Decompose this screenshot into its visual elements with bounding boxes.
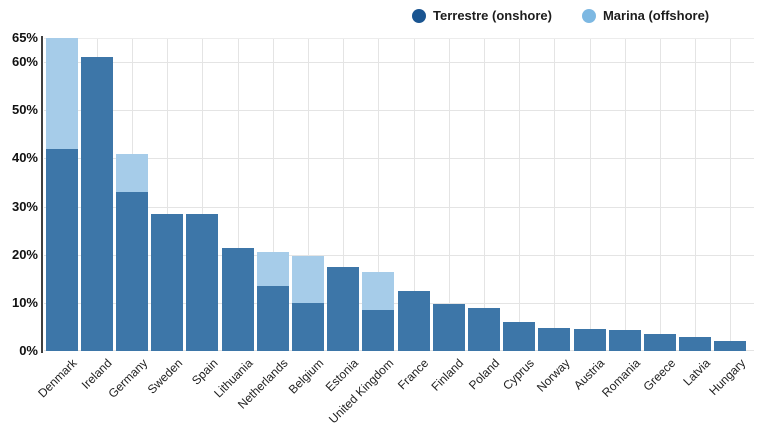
bar-norway[interactable] bbox=[538, 327, 571, 351]
gridline-vertical bbox=[272, 38, 274, 351]
gridline-vertical bbox=[660, 38, 661, 351]
bar-germany[interactable] bbox=[116, 153, 148, 351]
bar-finland[interactable] bbox=[432, 303, 465, 351]
bar-segment-offshore bbox=[45, 38, 78, 149]
bar-segment-onshore bbox=[186, 213, 219, 351]
bar-segment-onshore bbox=[679, 336, 712, 351]
gridline-vertical bbox=[624, 38, 626, 351]
gridline-vertical bbox=[519, 38, 521, 351]
bar-segment-onshore bbox=[397, 290, 430, 351]
bar-france[interactable] bbox=[397, 290, 430, 351]
bar-segment-onshore bbox=[151, 213, 184, 351]
bar-segment-onshore bbox=[80, 57, 113, 351]
bar-greece[interactable] bbox=[644, 334, 676, 351]
bar-segment-onshore bbox=[116, 192, 148, 351]
bar-segment-offshore bbox=[362, 271, 395, 311]
legend-label-onshore: Terrestre (onshore) bbox=[433, 8, 552, 23]
gridline-vertical bbox=[202, 38, 204, 351]
y-axis-tick-label: 60% bbox=[11, 54, 38, 70]
gridline-horizontal bbox=[44, 158, 754, 160]
bar-segment-onshore bbox=[608, 330, 641, 351]
bar-segment-onshore bbox=[327, 266, 360, 351]
bar-segment-onshore bbox=[503, 322, 536, 351]
bar-ireland[interactable] bbox=[80, 57, 113, 351]
y-axis-tick-label: 0% bbox=[19, 343, 38, 358]
bar-segment-onshore bbox=[45, 148, 78, 351]
gridline-vertical bbox=[413, 38, 415, 351]
bar-segment-onshore bbox=[468, 307, 500, 351]
gridline-horizontal bbox=[44, 254, 754, 256]
gridline-vertical bbox=[554, 38, 556, 351]
gridline-vertical bbox=[695, 38, 697, 351]
bar-romania[interactable] bbox=[608, 330, 641, 351]
bar-segment-onshore bbox=[644, 334, 676, 351]
y-axis-tick-label: 50% bbox=[11, 102, 38, 118]
bar-austria[interactable] bbox=[573, 329, 606, 351]
bar-belgium[interactable] bbox=[292, 256, 324, 351]
bar-sweden[interactable] bbox=[151, 213, 184, 351]
gridline-horizontal bbox=[44, 62, 754, 64]
bar-segment-onshore bbox=[256, 286, 289, 351]
y-axis-tick-label: 65% bbox=[11, 30, 38, 45]
bar-segment-onshore bbox=[221, 248, 254, 351]
bar-hungary[interactable] bbox=[714, 341, 747, 351]
bar-segment-onshore bbox=[714, 341, 747, 351]
gridline-horizontal bbox=[44, 110, 754, 112]
gridline-horizontal bbox=[44, 206, 754, 208]
y-axis-tick-label: 20% bbox=[11, 246, 38, 262]
legend-marker-onshore-icon bbox=[412, 8, 426, 23]
bar-denmark[interactable] bbox=[45, 38, 78, 351]
gridline-vertical bbox=[237, 38, 239, 351]
gridline-vertical bbox=[589, 38, 591, 351]
gridline-vertical bbox=[484, 38, 485, 351]
bar-segment-offshore bbox=[116, 153, 148, 193]
legend-item-offshore[interactable]: Marina (offshore) bbox=[581, 8, 710, 23]
bar-lithuania[interactable] bbox=[221, 248, 254, 351]
bar-segment-offshore bbox=[292, 256, 324, 303]
y-axis-tick-label: 30% bbox=[11, 198, 38, 214]
y-axis-line bbox=[41, 36, 43, 353]
legend-item-onshore[interactable]: Terrestre (onshore) bbox=[412, 8, 552, 23]
gridline-vertical bbox=[167, 38, 169, 351]
legend-marker-offshore-icon bbox=[581, 8, 596, 23]
bar-segment-onshore bbox=[573, 329, 606, 351]
bar-poland[interactable] bbox=[468, 307, 500, 351]
y-axis-tick-label: 10% bbox=[11, 294, 38, 310]
bar-segment-offshore bbox=[256, 252, 289, 286]
bar-segment-onshore bbox=[292, 302, 324, 351]
gridline-vertical bbox=[378, 38, 380, 351]
bar-segment-onshore bbox=[432, 303, 465, 351]
gridline-vertical bbox=[308, 38, 309, 351]
gridline-vertical bbox=[343, 38, 345, 351]
bar-spain[interactable] bbox=[186, 213, 219, 351]
bar-segment-onshore bbox=[538, 327, 571, 351]
bar-segment-onshore bbox=[362, 310, 395, 351]
bar-netherlands[interactable] bbox=[256, 252, 289, 351]
plot-area bbox=[44, 38, 754, 351]
bar-latvia[interactable] bbox=[679, 336, 712, 351]
legend: Terrestre (onshore) Marina (offshore) bbox=[412, 8, 709, 23]
bar-united-kingdom[interactable] bbox=[362, 271, 395, 351]
bar-cyprus[interactable] bbox=[503, 322, 536, 351]
y-axis-tick-label: 40% bbox=[11, 150, 38, 166]
gridline-vertical bbox=[730, 38, 732, 351]
bar-estonia[interactable] bbox=[327, 266, 360, 351]
gridline-horizontal bbox=[44, 38, 754, 39]
legend-label-offshore: Marina (offshore) bbox=[602, 8, 710, 23]
gridline-vertical bbox=[448, 38, 450, 351]
